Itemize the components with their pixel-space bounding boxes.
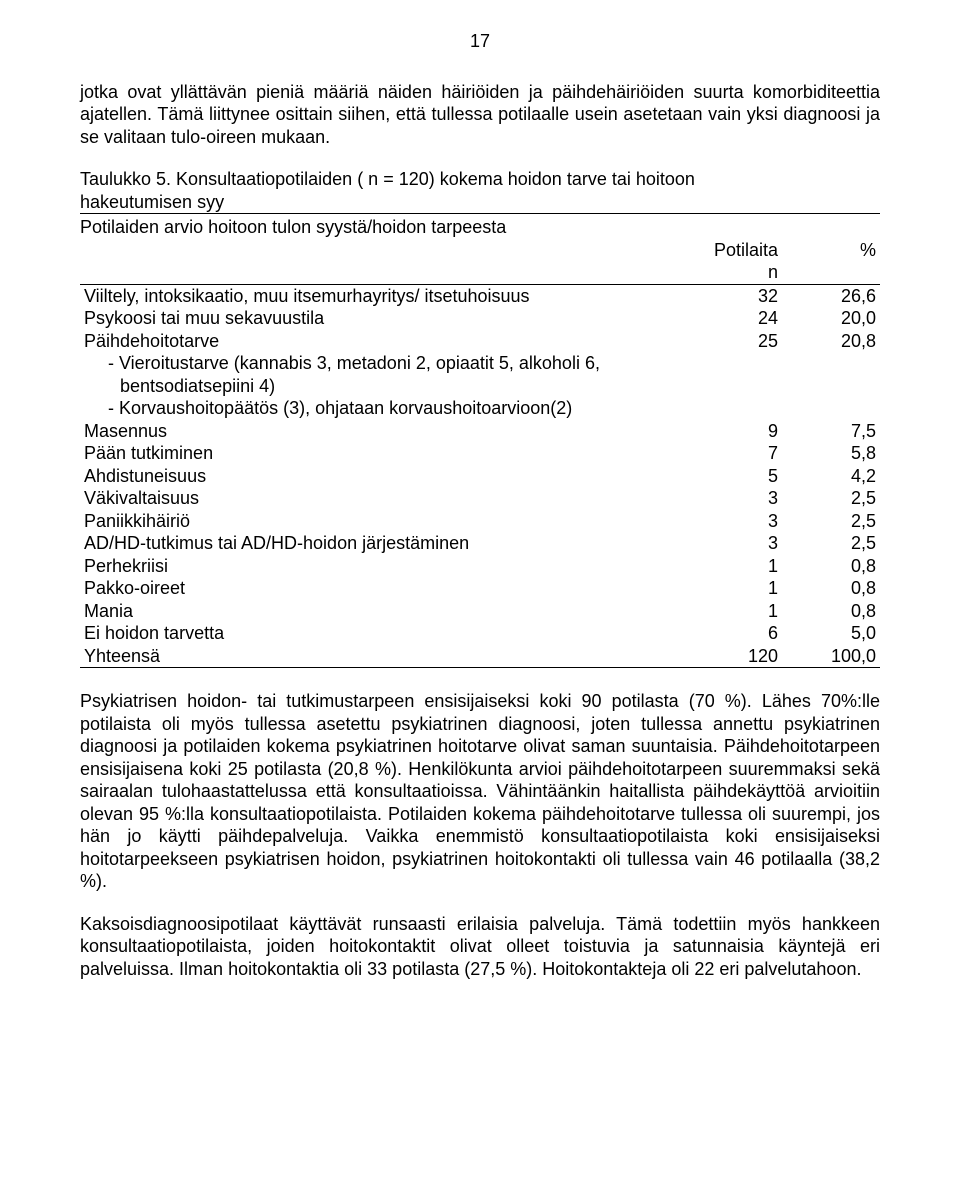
table-title-line2: hakeutumisen syy [80, 191, 880, 214]
row-label: Viiltely, intoksikaatio, muu itsemurhayr… [80, 284, 684, 307]
header-n-l2: n [768, 262, 778, 282]
row-label: Perhekriisi [80, 555, 684, 578]
row-n: 1 [684, 555, 782, 578]
subrow-n [684, 352, 782, 397]
header-n: Potilaita n [684, 239, 782, 285]
header-pct-label: % [860, 240, 876, 260]
subrow-text: - Vieroitustarve (kannabis 3, metadoni 2… [84, 352, 680, 397]
table-subrow: - Vieroitustarve (kannabis 3, metadoni 2… [80, 352, 880, 397]
row-n: 3 [684, 487, 782, 510]
row-pct: 4,2 [782, 465, 880, 488]
row-label: Paniikkihäiriö [80, 510, 684, 533]
row-n: 32 [684, 284, 782, 307]
row-label: Yhteensä [80, 645, 684, 668]
row-n: 1 [684, 577, 782, 600]
row-n: 5 [684, 465, 782, 488]
row-n: 3 [684, 510, 782, 533]
table-row: Mania 1 0,8 [80, 600, 880, 623]
table-row: Pään tutkiminen 7 5,8 [80, 442, 880, 465]
row-pct: 5,8 [782, 442, 880, 465]
row-pct: 100,0 [782, 645, 880, 668]
row-pct: 0,8 [782, 555, 880, 578]
paragraph-2: Psykiatrisen hoidon- tai tutkimustarpeen… [80, 690, 880, 893]
row-n: 25 [684, 330, 782, 353]
row-n: 7 [684, 442, 782, 465]
subrow-pct [782, 352, 880, 397]
table-row: Masennus 9 7,5 [80, 420, 880, 443]
row-label: Mania [80, 600, 684, 623]
table-subrow: - Korvaushoitopäätös (3), ohjataan korva… [80, 397, 880, 420]
row-label: AD/HD-tutkimus tai AD/HD-hoidon järjestä… [80, 532, 684, 555]
table-row: AD/HD-tutkimus tai AD/HD-hoidon järjestä… [80, 532, 880, 555]
table-row: Ei hoidon tarvetta 6 5,0 [80, 622, 880, 645]
row-pct: 2,5 [782, 532, 880, 555]
table-row: Ahdistuneisuus 5 4,2 [80, 465, 880, 488]
data-table: Potilaita n % Viiltely, intoksikaatio, m… [80, 239, 880, 669]
row-label: Psykoosi tai muu sekavuustila [80, 307, 684, 330]
row-label: Pään tutkiminen [80, 442, 684, 465]
row-label: Päihdehoitotarve [80, 330, 684, 353]
row-pct: 2,5 [782, 510, 880, 533]
row-label: Ei hoidon tarvetta [80, 622, 684, 645]
row-pct: 0,8 [782, 577, 880, 600]
row-pct: 20,8 [782, 330, 880, 353]
subrow-n [684, 397, 782, 420]
table-header-row: Potilaita n % [80, 239, 880, 285]
subrow-label: - Korvaushoitopäätös (3), ohjataan korva… [80, 397, 684, 420]
row-label: Masennus [80, 420, 684, 443]
row-label: Väkivaltaisuus [80, 487, 684, 510]
subrow-label: - Vieroitustarve (kannabis 3, metadoni 2… [80, 352, 684, 397]
header-empty [80, 239, 684, 285]
header-n-l1: Potilaita [714, 240, 778, 260]
row-pct: 5,0 [782, 622, 880, 645]
table-row: Väkivaltaisuus 3 2,5 [80, 487, 880, 510]
row-n: 1 [684, 600, 782, 623]
table-row-total: Yhteensä 120 100,0 [80, 645, 880, 668]
row-n: 24 [684, 307, 782, 330]
row-label: Pakko-oireet [80, 577, 684, 600]
header-pct: % [782, 239, 880, 285]
table-row: Päihdehoitotarve 25 20,8 [80, 330, 880, 353]
table-row: Paniikkihäiriö 3 2,5 [80, 510, 880, 533]
row-pct: 20,0 [782, 307, 880, 330]
table-title-line1: Taulukko 5. Konsultaatiopotilaiden ( n =… [80, 168, 880, 191]
intro-paragraph: jotka ovat yllättävän pieniä määriä näid… [80, 81, 880, 149]
subrow-pct [782, 397, 880, 420]
row-pct: 2,5 [782, 487, 880, 510]
table-row: Perhekriisi 1 0,8 [80, 555, 880, 578]
page-number: 17 [80, 30, 880, 53]
row-label: Ahdistuneisuus [80, 465, 684, 488]
subrow-text: - Korvaushoitopäätös (3), ohjataan korva… [84, 397, 680, 420]
table-5: Taulukko 5. Konsultaatiopotilaiden ( n =… [80, 168, 880, 668]
row-n: 3 [684, 532, 782, 555]
row-n: 6 [684, 622, 782, 645]
row-pct: 7,5 [782, 420, 880, 443]
table-row: Viiltely, intoksikaatio, muu itsemurhayr… [80, 284, 880, 307]
table-row: Pakko-oireet 1 0,8 [80, 577, 880, 600]
row-n: 120 [684, 645, 782, 668]
row-pct: 0,8 [782, 600, 880, 623]
row-pct: 26,6 [782, 284, 880, 307]
table-subtitle: Potilaiden arvio hoitoon tulon syystä/ho… [80, 213, 880, 239]
table-row: Psykoosi tai muu sekavuustila 24 20,0 [80, 307, 880, 330]
paragraph-3: Kaksoisdiagnoosipotilaat käyttävät runsa… [80, 913, 880, 981]
row-n: 9 [684, 420, 782, 443]
